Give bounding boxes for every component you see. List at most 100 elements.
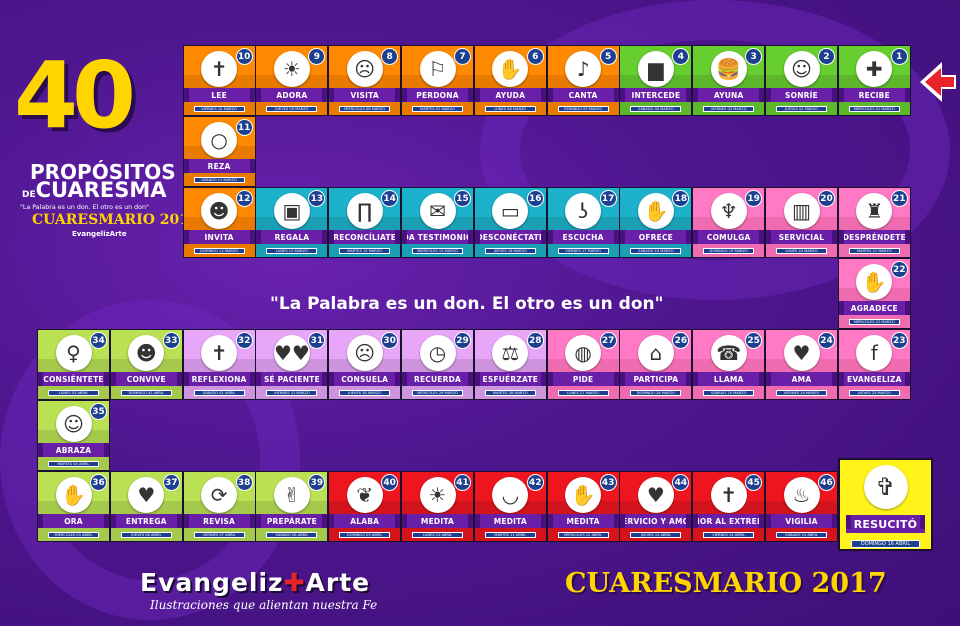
speech-bubble-icon: ✉ xyxy=(419,193,456,229)
tile-46: ♨ 46 VIGILIA SÁBADO 15 ABRIL xyxy=(765,471,838,542)
tile-date: MARTES 11 ABRIL xyxy=(484,532,536,538)
day-number-badge: 13 xyxy=(308,190,326,207)
hearts-icon: ♥♥ xyxy=(273,335,310,371)
tile-label: ORA xyxy=(38,514,109,528)
tile-label: EVANGELIZA xyxy=(838,372,910,386)
tile-date: MARTES 21 MARZO xyxy=(848,248,900,254)
tile-date: MARTES 14 MARZO xyxy=(339,248,391,254)
tile-9: ☀ 9 ADORA JUEVES 09 MARZO xyxy=(255,45,329,116)
tile-label: AMA xyxy=(766,372,837,386)
tile-3: 🍔 3 AYUNA VIERNES 03 MARZO xyxy=(692,45,766,116)
tile-30: ☹ 30 CONSUELA JUEVES 30 MARZO xyxy=(328,329,402,400)
tile-4: ▆ 4 INTERCEDE SÁBADO 04 MARZO xyxy=(619,45,693,116)
tile-label: LLAMA xyxy=(693,372,765,386)
tile-32: ✝ 32 REFLEXIONA SÁBADO 01 ABRIL xyxy=(182,329,256,400)
logo-part: Arte xyxy=(305,568,371,597)
tile-date: VIERNES 24 MARZO xyxy=(775,390,828,396)
tile-label: REVISA xyxy=(183,514,255,528)
tile-date: DOMINGO 26 MARZO xyxy=(630,390,682,396)
tile-6: ✋ 6 AYUDA LUNES 06 MARZO xyxy=(473,45,547,116)
phone-icon: ☎ xyxy=(710,335,747,371)
day-number-badge: 2 xyxy=(818,48,835,65)
tile-26: ⌂ 26 PARTICIPA DOMINGO 26 MARZO xyxy=(619,329,693,400)
tile-35: ☺ 35 ABRAZA MARTES 04 ABRIL xyxy=(37,400,110,471)
tile-label: REFLEXIONA xyxy=(183,372,255,386)
day-number-badge: 41 xyxy=(454,474,471,491)
dumbbell-icon: ⚖ xyxy=(492,335,529,371)
tile-date: MIÉRCOLES 01 MARZO xyxy=(848,106,900,112)
tile-41: ☀ 41 MEDITA LUNES 10 ABRIL xyxy=(401,471,474,542)
praying-hands-icon: ✋ xyxy=(565,477,602,513)
tile-27: ◍ 27 PIDE LUNES 27 MARZO xyxy=(546,329,620,400)
day-number-badge: 46 xyxy=(818,474,835,491)
day-number-badge: 34 xyxy=(90,332,107,349)
tile-date: MIÉRCOLES 12 ABRIL xyxy=(557,532,609,538)
tile-date: DOMINGO 16 ABRIL xyxy=(850,540,921,548)
day-number-badge: 1 xyxy=(890,48,908,65)
tile-label: CANTA xyxy=(547,88,619,102)
footer-logo: Evangeliz✚Arte xyxy=(140,568,370,597)
tile-date: DOMINGO 09 ABRIL xyxy=(339,532,391,538)
tile-label: ADORA xyxy=(256,88,328,102)
tile-date: MARTES 04 ABRIL xyxy=(47,461,100,467)
tile-45: ✝ 45 AMOR AL EXTREMO VIERNES 14 ABRIL xyxy=(692,471,766,542)
tile-date: JUEVES 09 MARZO xyxy=(266,106,318,112)
tile-date: SÁBADO 04 MARZO xyxy=(630,106,682,112)
tile-label: SÉ PACIENTE xyxy=(256,372,328,386)
tile-label: MEDITA xyxy=(402,514,473,528)
globe-icon: ◍ xyxy=(565,335,602,371)
tile-date: JUEVES 06 ABRIL xyxy=(120,532,172,538)
tile-date: SÁBADO 18 MARZO xyxy=(630,248,682,254)
day-number-badge: 42 xyxy=(526,474,544,491)
crucifix-icon: ✝ xyxy=(201,335,238,371)
tile-label: INTERCEDE xyxy=(620,88,692,102)
tombstone-icon: ▆ xyxy=(637,51,674,87)
tile-label: DESPRÉNDETE xyxy=(838,230,910,244)
day-number-badge: 26 xyxy=(672,332,690,349)
tile-33: ☻ 33 CONVIVE DOMINGO 02 ABRIL xyxy=(109,329,183,400)
tile-label: CONSUELA xyxy=(329,372,401,386)
tile-23: f 23 EVANGELIZA JUEVES 23 MARZO xyxy=(837,329,911,400)
tile-date: VIERNES 07 ABRIL xyxy=(193,532,245,538)
logo-cross-icon: ✚ xyxy=(283,568,306,597)
tile-date: SÁBADO 11 MARZO xyxy=(193,177,245,183)
tile-date: JUEVES 13 ABRIL xyxy=(630,532,682,538)
day-number-badge: 44 xyxy=(672,474,690,491)
day-number-badge: 29 xyxy=(454,332,471,349)
clock-icon: ◷ xyxy=(419,335,456,371)
tile-label: PARTICIPA xyxy=(620,372,692,386)
day-number-badge: 7 xyxy=(454,48,471,65)
tile-date: JUEVES 30 MARZO xyxy=(339,390,391,396)
tile-date: VIERNES 17 MARZO xyxy=(557,248,609,254)
sad-face-icon: ☹ xyxy=(346,335,383,371)
sun-icon: ☀ xyxy=(419,477,456,513)
day-number-badge: 36 xyxy=(90,474,107,491)
trash-can-icon: ▥ xyxy=(783,193,820,229)
tile-28: ⚖ 28 ESFUÉRZATE MARTES 28 MARZO xyxy=(473,329,547,400)
start-arrow-icon xyxy=(920,62,956,102)
title-line2: DECUARESMA xyxy=(22,180,167,201)
day-number-badge: 32 xyxy=(235,332,253,349)
tile-10: ✝ 10 LEE VIERNES 10 MARZO xyxy=(182,45,256,116)
day-number-badge: 33 xyxy=(162,332,180,349)
tile-date: LUNES 27 MARZO xyxy=(557,390,609,396)
tile-37: ♥ 37 ENTREGA JUEVES 06 ABRIL xyxy=(109,471,183,542)
day-number-badge: 12 xyxy=(235,190,253,207)
church-icon: ⌂ xyxy=(637,335,674,371)
day-number-badge: 30 xyxy=(381,332,399,349)
monstrance-icon: ☀ xyxy=(273,51,310,87)
tile-label: PREPÁRATE xyxy=(256,514,328,528)
bible-icon: ✝ xyxy=(201,51,238,87)
wooden-cross-icon: ✝ xyxy=(710,477,747,513)
tile-date: DOMINGO 02 ABRIL xyxy=(120,390,172,396)
day-number-badge: 35 xyxy=(90,403,107,420)
tile-label: VIGILIA xyxy=(766,514,837,528)
tile-15: ✉ 15 DA TESTIMONIO MIÉRCOLES 15 MARZO xyxy=(401,187,474,258)
day-number-badge: 11 xyxy=(235,119,253,136)
tile-2: ☺ 2 SONRÍE JUEVES 02 MARZO xyxy=(765,45,838,116)
tile-final: ✞ RESUCITÓ DOMINGO 16 ABRIL xyxy=(838,458,933,551)
tile-label: SERVICIO Y AMOR xyxy=(620,514,692,528)
tile-label: DA TESTIMONIO xyxy=(402,230,473,244)
day-number-badge: 16 xyxy=(526,190,544,207)
tile-date: LUNES 03 ABRIL xyxy=(47,390,100,396)
